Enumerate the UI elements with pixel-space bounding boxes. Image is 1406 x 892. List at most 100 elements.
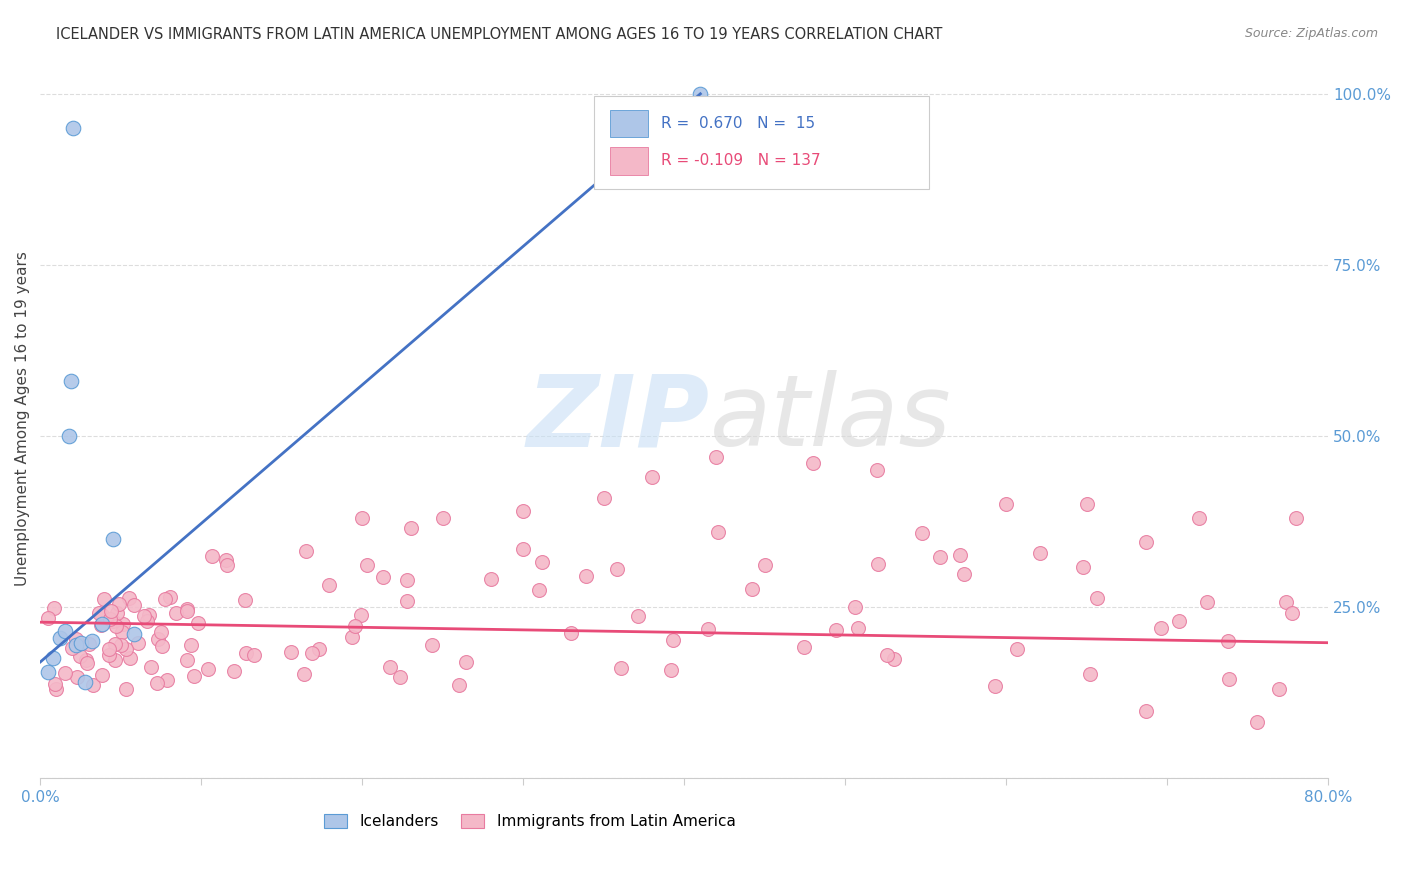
- Point: [512, 504, 534, 518]
- Text: ICELANDER VS IMMIGRANTS FROM LATIN AMERICA UNEMPLOYMENT AMONG AGES 16 TO 19 YEAR: ICELANDER VS IMMIGRANTS FROM LATIN AMERI…: [56, 27, 942, 42]
- Point: [149, 624, 172, 639]
- Point: [292, 667, 315, 681]
- Point: [53, 624, 76, 638]
- Point: [233, 593, 256, 607]
- Point: [1076, 498, 1098, 512]
- Point: [793, 640, 815, 654]
- Point: [280, 645, 302, 659]
- Point: [530, 555, 553, 569]
- Point: [689, 87, 711, 101]
- Point: [592, 491, 614, 505]
- Point: [132, 609, 155, 624]
- Point: [115, 681, 138, 696]
- Point: [91, 668, 114, 682]
- Point: [165, 606, 187, 620]
- Point: [183, 669, 205, 683]
- Point: [187, 615, 209, 630]
- Point: [868, 557, 890, 571]
- Point: [104, 637, 127, 651]
- Point: [105, 619, 128, 633]
- Point: [48, 631, 70, 645]
- Point: [215, 553, 238, 567]
- Point: [356, 558, 378, 572]
- Point: [122, 627, 145, 641]
- Text: atlas: atlas: [710, 370, 952, 467]
- Point: [65, 638, 87, 652]
- Point: [984, 679, 1007, 693]
- Point: [97, 648, 120, 662]
- Point: [117, 591, 139, 605]
- Point: [342, 630, 364, 644]
- Point: [235, 646, 257, 660]
- Point: [146, 632, 169, 646]
- Point: [62, 121, 84, 136]
- Point: [201, 549, 224, 563]
- Point: [176, 601, 198, 615]
- Text: Source: ZipAtlas.com: Source: ZipAtlas.com: [1244, 27, 1378, 40]
- Point: [295, 544, 318, 558]
- Point: [176, 604, 198, 618]
- Point: [1071, 559, 1094, 574]
- Point: [53, 666, 76, 681]
- Point: [224, 664, 246, 678]
- Text: ZIP: ZIP: [527, 370, 710, 467]
- Point: [101, 532, 124, 546]
- Point: [37, 665, 59, 680]
- Point: [395, 594, 418, 608]
- Y-axis label: Unemployment Among Ages 16 to 19 years: Unemployment Among Ages 16 to 19 years: [15, 252, 30, 586]
- Point: [91, 607, 114, 622]
- Point: [1085, 591, 1108, 605]
- Point: [243, 648, 266, 662]
- Point: [949, 549, 972, 563]
- Point: [301, 646, 323, 660]
- Point: [953, 566, 976, 581]
- Point: [1188, 511, 1211, 525]
- Point: [69, 636, 91, 650]
- Point: [824, 624, 846, 638]
- Point: [60, 641, 83, 656]
- Text: R =  0.670   N =  15: R = 0.670 N = 15: [661, 116, 815, 131]
- Point: [176, 653, 198, 667]
- Point: [104, 653, 127, 667]
- Point: [1150, 621, 1173, 635]
- Point: [107, 606, 129, 620]
- Point: [378, 660, 401, 674]
- Point: [844, 599, 866, 614]
- Point: [447, 678, 470, 692]
- Point: [479, 572, 502, 586]
- Point: [111, 625, 134, 640]
- Point: [90, 617, 112, 632]
- Point: [59, 374, 82, 388]
- Point: [156, 673, 179, 688]
- Bar: [610, 110, 648, 137]
- Point: [707, 524, 730, 539]
- Point: [139, 659, 162, 673]
- Point: [127, 636, 149, 650]
- Point: [373, 570, 395, 584]
- Point: [527, 583, 550, 598]
- Point: [1135, 535, 1157, 549]
- Point: [111, 616, 134, 631]
- Point: [1168, 615, 1191, 629]
- Point: [627, 608, 650, 623]
- Point: [1218, 672, 1240, 686]
- Point: [89, 606, 111, 620]
- Point: [1005, 641, 1028, 656]
- Point: [659, 663, 682, 677]
- Point: [318, 577, 340, 591]
- Point: [575, 569, 598, 583]
- Point: [350, 608, 373, 623]
- Legend: Icelanders, Immigrants from Latin America: Icelanders, Immigrants from Latin Americ…: [318, 807, 741, 835]
- Point: [1080, 666, 1102, 681]
- Point: [108, 597, 131, 611]
- Point: [66, 670, 89, 684]
- Point: [995, 498, 1018, 512]
- Point: [432, 511, 454, 525]
- Point: [1197, 595, 1219, 609]
- Point: [98, 612, 121, 626]
- Point: [82, 678, 104, 692]
- Point: [876, 648, 898, 662]
- Point: [866, 463, 889, 477]
- Point: [1135, 704, 1157, 718]
- Point: [75, 653, 97, 667]
